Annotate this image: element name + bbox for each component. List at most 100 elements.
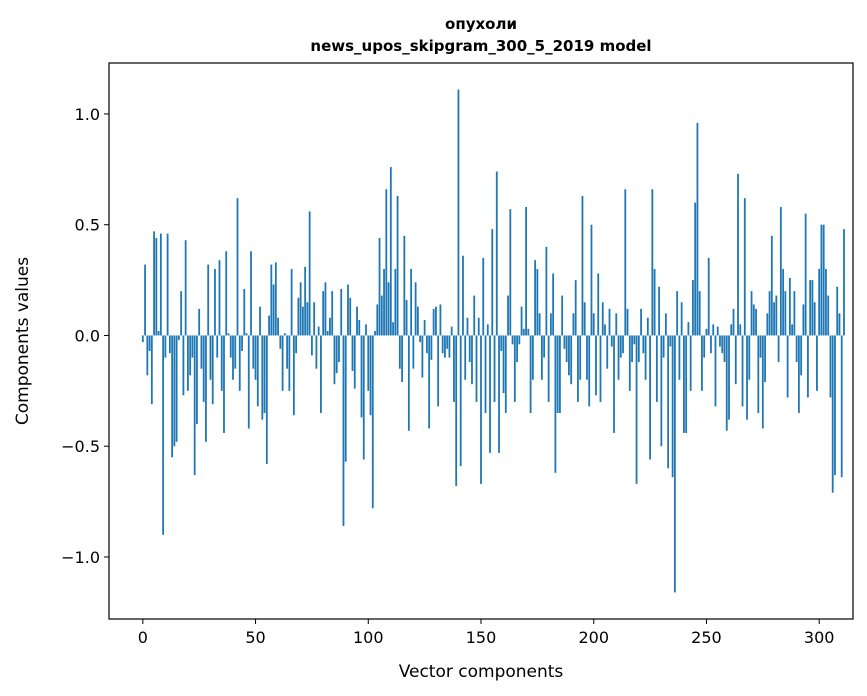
bar-112 — [394, 269, 397, 336]
bar-71 — [301, 306, 304, 336]
bar-24 — [196, 335, 198, 425]
bar-191 — [572, 313, 575, 336]
bar-105 — [378, 238, 381, 336]
bar-253 — [712, 324, 715, 336]
bar-43 — [238, 335, 241, 391]
bar-54 — [263, 335, 266, 413]
bar-83 — [329, 317, 331, 336]
bar-182 — [552, 273, 555, 336]
bar-67 — [292, 335, 295, 416]
bar-178 — [543, 335, 546, 358]
bar-187 — [563, 335, 566, 349]
bar-17 — [180, 291, 183, 336]
bar-278 — [768, 291, 771, 336]
bar-298 — [813, 302, 816, 336]
bar-267 — [743, 198, 746, 336]
x-axis-ticks: 0 50 100 150 200 250 300 — [138, 619, 835, 647]
bar-72 — [304, 266, 307, 336]
bar-157 — [495, 171, 498, 336]
bar-68 — [295, 335, 298, 354]
bar-87 — [338, 335, 340, 363]
bar-146 — [471, 335, 473, 385]
bar-121 — [414, 282, 417, 336]
bar-151 — [482, 257, 485, 336]
bar-144 — [466, 317, 469, 336]
bar-57 — [270, 264, 273, 336]
bar-292 — [800, 335, 803, 376]
bar-282 — [777, 335, 780, 363]
bar-226 — [651, 189, 654, 336]
bar-42 — [236, 198, 239, 336]
bar-92 — [349, 297, 352, 336]
bar-183 — [554, 335, 557, 473]
bar-156 — [493, 335, 496, 402]
bar-219 — [635, 335, 638, 484]
bar-5 — [153, 231, 155, 336]
bar-260 — [728, 335, 730, 420]
bar-65 — [288, 335, 291, 391]
bar-135 — [446, 335, 449, 349]
bar-179 — [545, 246, 548, 336]
bar-287 — [788, 277, 791, 336]
bar-199 — [590, 224, 593, 336]
bar-81 — [324, 282, 327, 336]
bar-220 — [637, 335, 640, 363]
bar-41 — [234, 335, 237, 369]
bar-2 — [146, 335, 149, 376]
bar-106 — [380, 295, 383, 336]
bar-180 — [547, 335, 550, 402]
bar-213 — [622, 335, 624, 354]
bar-34 — [218, 260, 221, 336]
bar-53 — [261, 335, 264, 420]
bar-248 — [701, 335, 703, 391]
y-tick-label: −0.5 — [61, 437, 100, 456]
chart-title-line-2: news_upos_skipgram_300_5_2019 model — [310, 37, 651, 55]
x-tick-label: 250 — [691, 628, 722, 647]
bar-102 — [371, 335, 374, 509]
bar-265 — [739, 324, 742, 336]
chart-title-line-1: опухоли — [445, 15, 517, 33]
bar-192 — [574, 280, 577, 336]
x-tick-label: 300 — [804, 628, 835, 647]
bar-3 — [148, 335, 151, 351]
bar-95 — [356, 306, 358, 336]
bar-60 — [277, 317, 279, 336]
bar-138 — [453, 335, 455, 402]
bar-205 — [604, 324, 606, 336]
bar-210 — [615, 313, 618, 336]
bar-195 — [581, 195, 584, 336]
bar-256 — [719, 335, 721, 347]
bar-61 — [279, 335, 282, 349]
bar-19 — [184, 240, 187, 336]
y-axis-ticks: −1.0 −0.5 0.0 0.5 1.0 — [61, 105, 109, 567]
bar-86 — [335, 335, 338, 374]
bar-29 — [207, 264, 210, 336]
bar-1 — [144, 264, 146, 336]
bar-101 — [369, 335, 372, 416]
bar-171 — [527, 328, 530, 336]
bar-51 — [256, 335, 259, 407]
bar-89 — [342, 335, 345, 526]
bar-293 — [802, 304, 805, 336]
bar-235 — [671, 335, 674, 478]
bar-107 — [383, 269, 385, 336]
bar-84 — [331, 291, 334, 336]
bar-184 — [556, 335, 559, 413]
bar-286 — [786, 335, 789, 398]
bar-255 — [716, 326, 719, 336]
bar-218 — [633, 335, 636, 345]
bar-140 — [457, 89, 460, 336]
bar-233 — [667, 335, 670, 469]
bar-11 — [166, 233, 169, 336]
bar-185 — [559, 335, 561, 413]
bar-22 — [191, 335, 194, 358]
bar-252 — [710, 335, 712, 354]
bar-74 — [308, 211, 311, 336]
bar-181 — [549, 313, 552, 336]
bar-279 — [770, 235, 773, 336]
bar-58 — [272, 284, 275, 336]
bar-222 — [642, 335, 645, 354]
bar-275 — [761, 335, 764, 429]
bar-197 — [586, 335, 588, 380]
bar-8 — [159, 233, 162, 336]
